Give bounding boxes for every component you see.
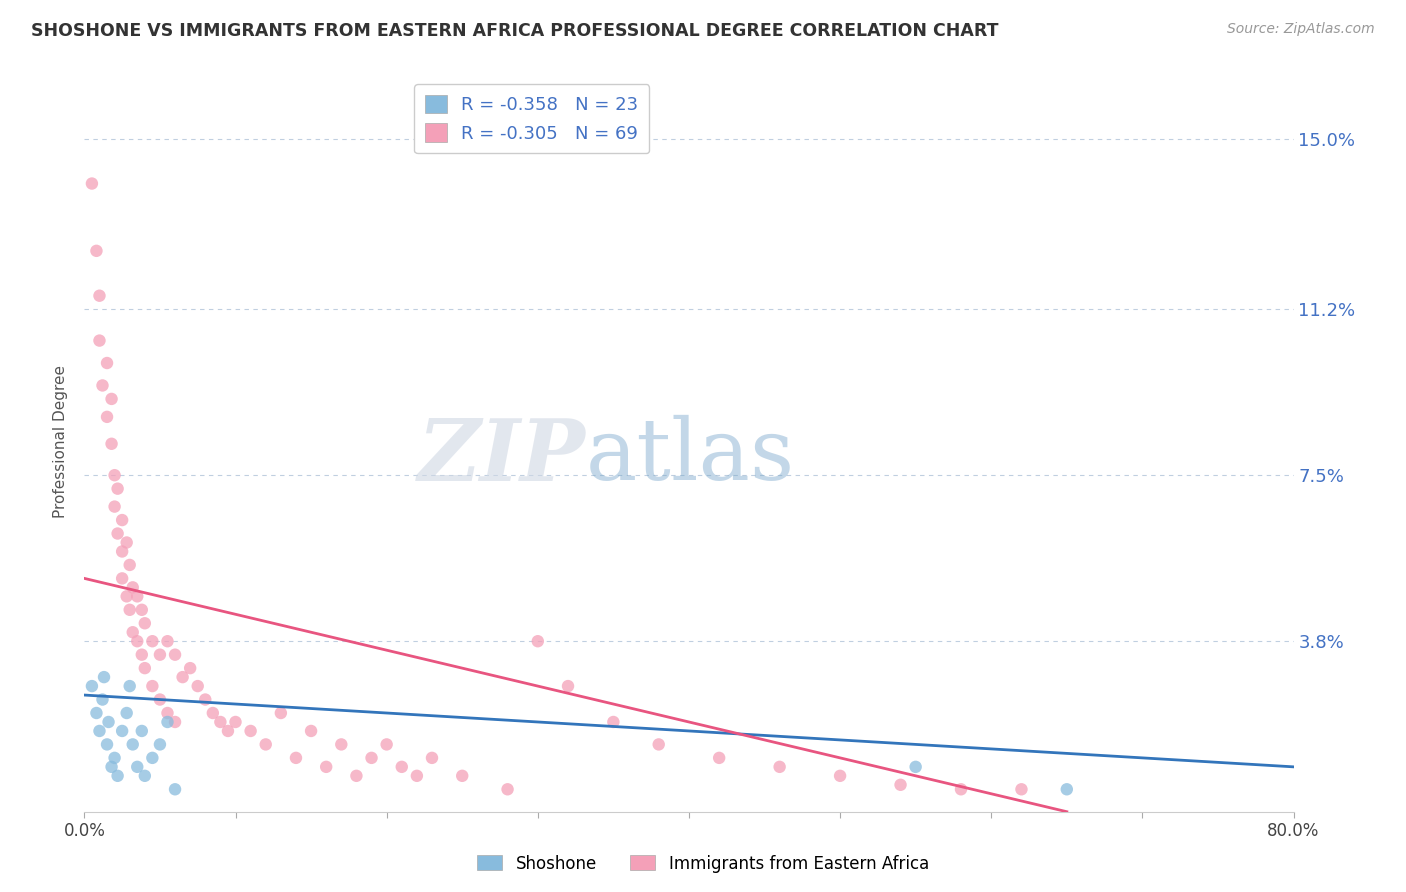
Point [115, 535, 138, 549]
Point [141, 679, 163, 693]
Point [165, 782, 187, 797]
Point [890, 778, 912, 792]
Point [496, 782, 519, 797]
Point [420, 751, 443, 765]
Point [127, 760, 149, 774]
Point [156, 634, 179, 648]
Point [165, 714, 187, 729]
Point [149, 738, 172, 752]
Point [187, 679, 209, 693]
Point [111, 723, 134, 738]
Point [107, 769, 129, 783]
Point [451, 769, 474, 783]
Point [1056, 782, 1078, 797]
Point [201, 706, 224, 720]
Point [346, 769, 368, 783]
Point [96, 356, 118, 370]
Point [127, 634, 149, 648]
Point [217, 723, 239, 738]
Legend: R = -0.358   N = 23, R = -0.305   N = 69: R = -0.358 N = 23, R = -0.305 N = 69 [415, 84, 650, 153]
Point [80, 177, 103, 191]
Text: Source: ZipAtlas.com: Source: ZipAtlas.com [1227, 22, 1375, 37]
Point [209, 714, 232, 729]
Point [156, 714, 179, 729]
Point [118, 603, 141, 617]
Point [80, 679, 103, 693]
Point [391, 760, 413, 774]
Point [104, 500, 127, 514]
Point [91, 378, 114, 392]
Point [165, 648, 187, 662]
Point [709, 751, 731, 765]
Point [527, 634, 550, 648]
Point [100, 437, 122, 451]
Text: ZIP: ZIP [419, 415, 586, 498]
Point [557, 679, 579, 693]
Point [285, 751, 308, 765]
Point [96, 738, 118, 752]
Point [115, 706, 138, 720]
Point [86, 706, 108, 720]
Point [111, 513, 134, 527]
Point [121, 738, 143, 752]
Legend: Shoshone, Immigrants from Eastern Africa: Shoshone, Immigrants from Eastern Africa [471, 848, 935, 880]
Point [115, 590, 138, 604]
Point [904, 760, 927, 774]
Point [141, 751, 163, 765]
Point [107, 526, 129, 541]
Point [86, 244, 108, 258]
Point [93, 670, 115, 684]
Point [111, 571, 134, 585]
Point [131, 603, 153, 617]
Point [118, 679, 141, 693]
Point [149, 692, 172, 706]
Point [1011, 782, 1033, 797]
Point [91, 692, 114, 706]
Point [96, 409, 118, 424]
Point [270, 706, 292, 720]
Point [602, 714, 624, 729]
Point [121, 625, 143, 640]
Point [156, 706, 179, 720]
Point [830, 769, 852, 783]
Text: SHOSHONE VS IMMIGRANTS FROM EASTERN AFRICA PROFESSIONAL DEGREE CORRELATION CHART: SHOSHONE VS IMMIGRANTS FROM EASTERN AFRI… [31, 22, 998, 40]
Point [131, 723, 153, 738]
Point [769, 760, 792, 774]
Point [104, 468, 127, 483]
Point [172, 670, 194, 684]
Point [134, 616, 156, 631]
Point [89, 289, 111, 303]
Point [360, 751, 382, 765]
Point [375, 738, 398, 752]
Point [118, 558, 141, 572]
Point [194, 692, 217, 706]
Point [134, 661, 156, 675]
Point [100, 760, 122, 774]
Point [107, 482, 129, 496]
Point [225, 714, 247, 729]
Point [89, 334, 111, 348]
Point [121, 580, 143, 594]
Point [315, 760, 337, 774]
Point [149, 648, 172, 662]
Point [100, 392, 122, 406]
Point [104, 751, 127, 765]
Point [330, 738, 353, 752]
Text: atlas: atlas [586, 415, 796, 498]
Point [111, 544, 134, 558]
Point [254, 738, 277, 752]
Point [134, 769, 156, 783]
Point [127, 590, 149, 604]
Point [141, 634, 163, 648]
Y-axis label: Professional Degree: Professional Degree [53, 365, 69, 518]
Point [97, 714, 120, 729]
Point [131, 648, 153, 662]
Point [239, 723, 262, 738]
Point [89, 723, 111, 738]
Point [299, 723, 322, 738]
Point [179, 661, 201, 675]
Point [648, 738, 671, 752]
Point [406, 769, 429, 783]
Point [950, 782, 973, 797]
